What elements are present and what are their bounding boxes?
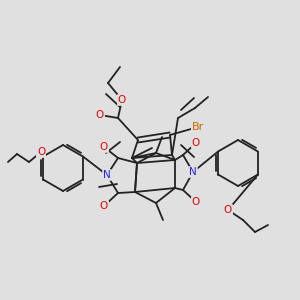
Text: Br: Br <box>192 122 204 132</box>
Text: O: O <box>96 110 104 120</box>
Text: O: O <box>100 201 108 211</box>
Text: O: O <box>37 147 45 157</box>
Text: O: O <box>224 205 232 215</box>
Text: O: O <box>118 95 126 105</box>
Text: O: O <box>192 138 200 148</box>
Text: O: O <box>192 197 200 207</box>
Text: O: O <box>100 142 108 152</box>
Text: N: N <box>189 167 197 177</box>
Text: N: N <box>103 170 111 180</box>
